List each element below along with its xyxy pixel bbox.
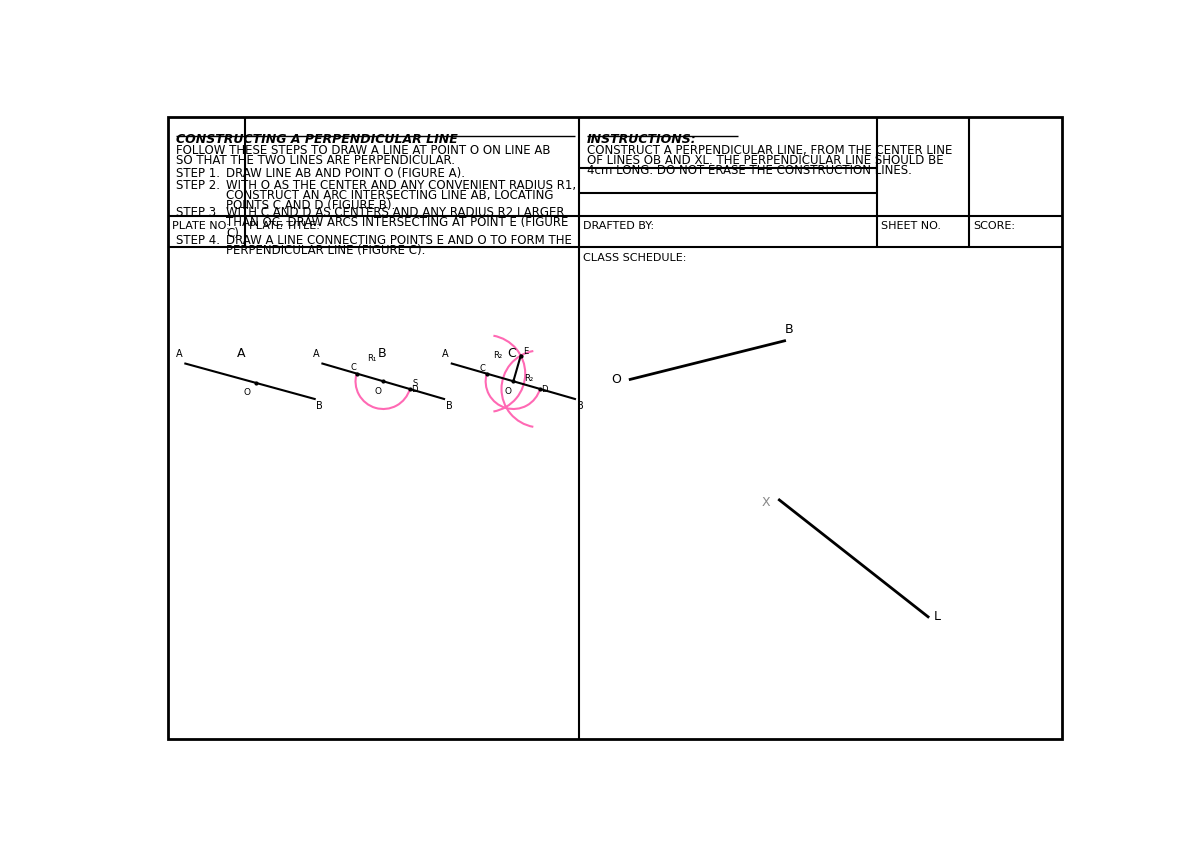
Text: DRAFTED BY:: DRAFTED BY:	[583, 221, 654, 232]
Text: WITH O AS THE CENTER AND ANY CONVENIENT RADIUS R1,: WITH O AS THE CENTER AND ANY CONVENIENT …	[226, 179, 576, 192]
Text: A: A	[175, 349, 182, 359]
Text: CONSTRUCT A PERPENDICULAR LINE, FROM THE CENTER LINE: CONSTRUCT A PERPENDICULAR LINE, FROM THE…	[587, 144, 952, 157]
Text: A: A	[313, 349, 319, 359]
Text: STEP 2.: STEP 2.	[176, 179, 220, 192]
Text: B: B	[378, 347, 386, 360]
Text: STEP 4.: STEP 4.	[176, 234, 220, 248]
Text: O: O	[505, 387, 512, 396]
Text: PLATE NO:: PLATE NO:	[173, 221, 230, 232]
Text: CONSTRUCTING A PERPENDICULAR LINE: CONSTRUCTING A PERPENDICULAR LINE	[176, 132, 458, 146]
Text: STEP 3.: STEP 3.	[176, 206, 220, 220]
Text: R₂: R₂	[493, 351, 502, 360]
Text: 4cm LONG. DO NOT ERASE THE CONSTRUCTION LINES.: 4cm LONG. DO NOT ERASE THE CONSTRUCTION …	[587, 165, 911, 177]
Text: CONSTRUCT AN ARC INTERSECTING LINE AB, LOCATING: CONSTRUCT AN ARC INTERSECTING LINE AB, L…	[226, 189, 553, 202]
Text: C: C	[479, 364, 485, 372]
Text: C: C	[508, 347, 516, 360]
Text: D: D	[412, 385, 418, 394]
Text: THAN OC, DRAW ARCS INTERSECTING AT POINT E (FIGURE: THAN OC, DRAW ARCS INTERSECTING AT POINT…	[226, 216, 569, 230]
Text: B: B	[445, 400, 452, 410]
Text: POINTS C AND D (FIGURE B).: POINTS C AND D (FIGURE B).	[226, 198, 396, 212]
Text: DRAW A LINE CONNECTING POINTS E AND O TO FORM THE: DRAW A LINE CONNECTING POINTS E AND O TO…	[226, 234, 572, 248]
Text: DRAW LINE AB AND POINT O (FIGURE A).: DRAW LINE AB AND POINT O (FIGURE A).	[226, 167, 466, 181]
Text: OF LINES OB AND XL. THE PERPENDICULAR LINE SHOULD BE: OF LINES OB AND XL. THE PERPENDICULAR LI…	[587, 154, 943, 167]
Text: SO THAT THE TWO LINES ARE PERPENDICULAR.: SO THAT THE TWO LINES ARE PERPENDICULAR.	[176, 154, 455, 167]
Text: SHEET NO.: SHEET NO.	[881, 221, 941, 232]
Text: CLASS SCHEDULE:: CLASS SCHEDULE:	[583, 253, 686, 263]
Text: A: A	[238, 347, 246, 360]
Text: S: S	[413, 379, 418, 388]
Text: B: B	[317, 400, 323, 410]
Text: PLATE TITLE:: PLATE TITLE:	[250, 221, 320, 232]
Text: D: D	[541, 385, 548, 394]
Text: INSTRUCTIONS:: INSTRUCTIONS:	[587, 132, 696, 146]
Text: R₁: R₁	[367, 354, 377, 363]
Text: O: O	[244, 388, 251, 397]
Text: C: C	[350, 364, 356, 372]
Text: STEP 1.: STEP 1.	[176, 167, 220, 181]
Text: R₂: R₂	[524, 374, 534, 383]
Text: A: A	[442, 349, 449, 359]
Text: WITH C AND D AS CENTERS AND ANY RADIUS R2 LARGER: WITH C AND D AS CENTERS AND ANY RADIUS R…	[226, 206, 565, 220]
Text: C).: C).	[226, 226, 242, 239]
Text: B: B	[576, 400, 583, 410]
Text: L: L	[934, 610, 941, 622]
Text: O: O	[611, 373, 622, 386]
Text: PERPENDICULAR LINE (FIGURE C).: PERPENDICULAR LINE (FIGURE C).	[226, 244, 426, 257]
Text: SCORE:: SCORE:	[973, 221, 1015, 232]
Text: B: B	[785, 323, 793, 336]
Text: FOLLOW THESE STEPS TO DRAW A LINE AT POINT O ON LINE AB: FOLLOW THESE STEPS TO DRAW A LINE AT POI…	[176, 144, 551, 157]
Text: O: O	[374, 387, 382, 396]
Text: X: X	[762, 496, 770, 509]
Text: E: E	[523, 347, 528, 356]
